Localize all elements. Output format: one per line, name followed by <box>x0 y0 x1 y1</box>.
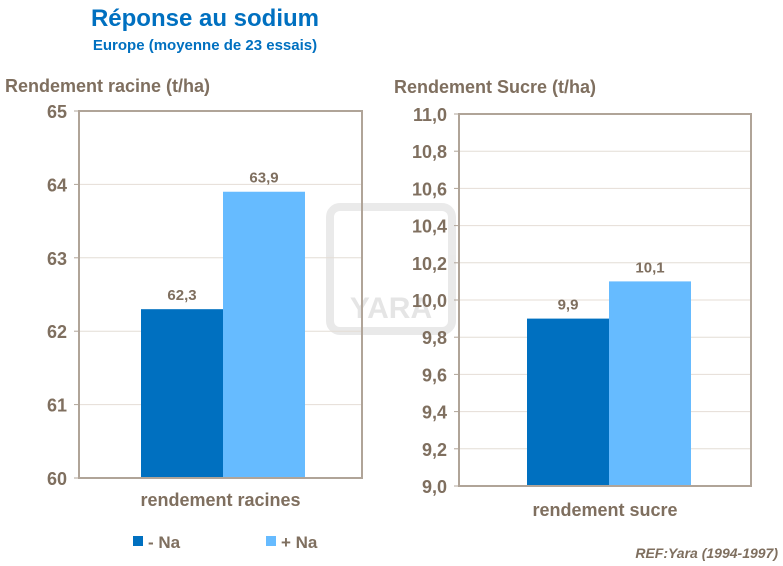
y-tick-label: 10,6 <box>412 179 447 199</box>
y-tick-label: 10,8 <box>412 142 447 162</box>
x-category-label: rendement racines <box>140 490 300 510</box>
y-tick-label: 11,0 <box>413 105 447 125</box>
bar-minus-na <box>527 318 609 486</box>
data-label: 9,9 <box>558 297 579 314</box>
legend-swatch-plus-na <box>266 536 276 546</box>
y-tick-label: 9,0 <box>422 477 447 497</box>
plot-area-border <box>78 110 363 479</box>
data-label: 10,1 <box>635 259 664 276</box>
y-axis-label: Rendement Sucre (t/ha) <box>394 77 596 97</box>
data-label: 63,9 <box>249 170 278 187</box>
x-category-label: rendement sucre <box>532 500 677 520</box>
y-tick-label: 65 <box>47 102 67 122</box>
y-tick-label: 9,4 <box>422 403 447 423</box>
legend-label-plus-na: + Na <box>281 533 318 552</box>
yara-watermark: YARA <box>326 203 456 335</box>
y-tick-label: 9,2 <box>422 440 447 460</box>
chart-subtitle: Europe (moyenne de 23 essais) <box>93 37 317 54</box>
y-tick-label: 62 <box>47 322 67 342</box>
bar-plus-na <box>223 191 305 479</box>
y-axis-label: Rendement racine (t/ha) <box>5 76 210 96</box>
y-tick-label: 10,2 <box>412 254 447 274</box>
plot-area-border <box>458 113 752 487</box>
y-tick-label: 9,6 <box>422 365 447 385</box>
y-tick-label: 10,0 <box>412 291 447 311</box>
y-tick-label: 63 <box>47 249 67 269</box>
data-label: 62,3 <box>167 287 196 304</box>
bar-minus-na <box>141 309 223 478</box>
y-tick-label: 9,8 <box>422 328 447 348</box>
chart-title: Réponse au sodium <box>91 5 319 32</box>
watermark-text: YARA <box>350 292 432 325</box>
y-tick-label: 61 <box>47 396 67 416</box>
reference-note: REF:Yara (1994-1997) <box>635 545 778 561</box>
legend-swatch-minus-na <box>133 536 143 546</box>
y-tick-label: 10,4 <box>412 217 447 237</box>
y-tick-label: 60 <box>47 469 67 489</box>
bar-plus-na <box>609 281 691 486</box>
legend-label-minus-na: - Na <box>148 533 181 552</box>
y-tick-label: 64 <box>47 175 67 195</box>
